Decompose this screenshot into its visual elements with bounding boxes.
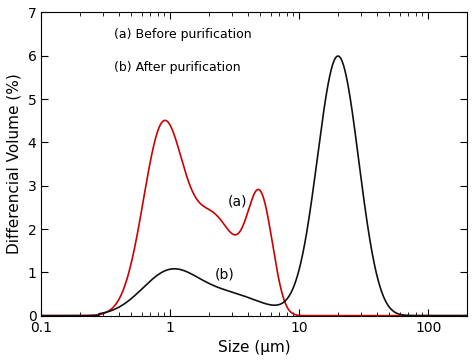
Text: (b) After purification: (b) After purification [114, 61, 240, 74]
Y-axis label: Differencial Volume (%): Differencial Volume (%) [7, 73, 22, 254]
Text: (a) Before purification: (a) Before purification [114, 28, 251, 41]
X-axis label: Size (μm): Size (μm) [218, 340, 291, 355]
Text: (a): (a) [228, 194, 247, 208]
Text: (b): (b) [214, 268, 234, 282]
